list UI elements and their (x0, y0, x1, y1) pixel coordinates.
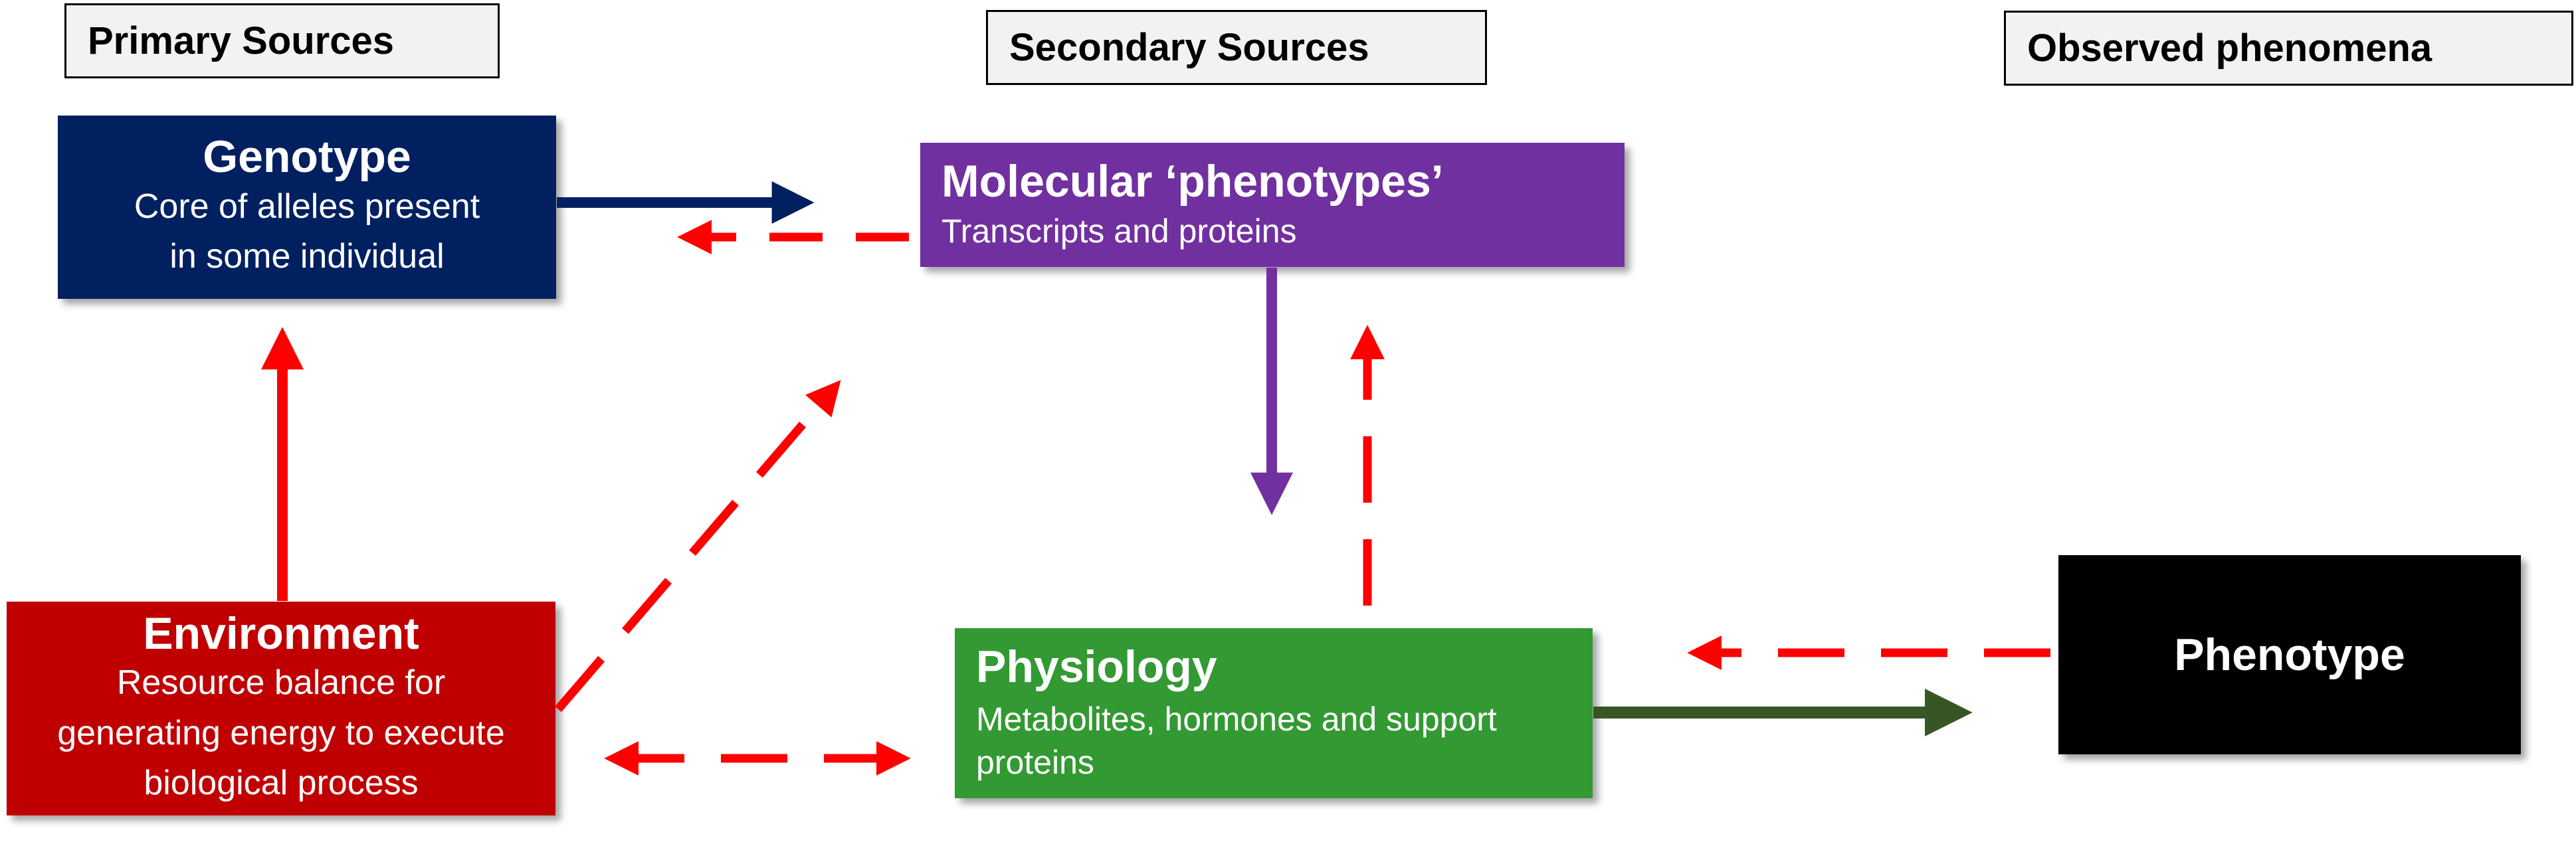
genotype-line-2: in some individual (169, 237, 445, 276)
genotype-line-1: Core of alleles present (134, 187, 480, 226)
phenotype-box: Phenotype (2058, 555, 2521, 754)
phenotype-title: Phenotype (2174, 629, 2405, 680)
physiology-title: Physiology (976, 641, 1217, 692)
molecular-subtitle: Transcripts and proteins (941, 212, 1297, 250)
environment-title: Environment (143, 608, 419, 659)
environment-box: Environment Resource balance for generat… (7, 602, 555, 815)
header-observed-label: Observed phenomena (2027, 27, 2432, 70)
arrow-environment-to-molecular (555, 380, 841, 713)
environment-line-1: Resource balance for (116, 663, 446, 703)
physiology-line-2: proteins (976, 744, 1094, 782)
header-primary-sources: Primary Sources (64, 3, 500, 78)
genotype-box: Genotype Core of alleles present in some… (58, 116, 556, 299)
header-secondary-label: Secondary Sources (1009, 26, 1369, 69)
physiology-line-1: Metabolites, hormones and support (976, 701, 1497, 738)
molecular-phenotypes-box: Molecular ‘phenotypes’ Transcripts and p… (920, 143, 1625, 267)
header-primary-label: Primary Sources (88, 19, 395, 62)
header-observed-phenomena: Observed phenomena (2004, 11, 2573, 86)
environment-line-3: biological process (144, 764, 419, 803)
genotype-title: Genotype (203, 131, 411, 183)
physiology-box: Physiology Metabolites, hormones and sup… (955, 628, 1593, 798)
molecular-title: Molecular ‘phenotypes’ (941, 155, 1444, 207)
header-secondary-sources: Secondary Sources (986, 10, 1487, 85)
environment-line-2: generating energy to execute (57, 713, 505, 752)
